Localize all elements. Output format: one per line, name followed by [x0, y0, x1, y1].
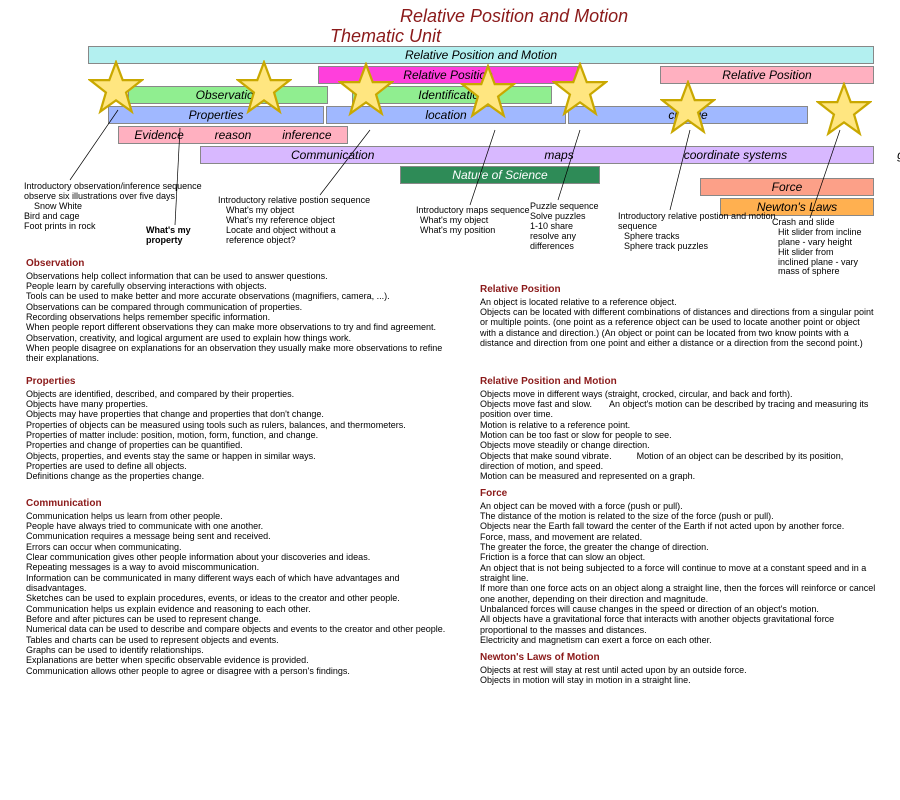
- section-relposmotion: Relative Position and Motion Objects mov…: [480, 376, 876, 482]
- section-force: Force An object can be moved with a forc…: [480, 488, 876, 645]
- star-icon: [338, 62, 394, 118]
- anno-crash: Crash and slide Hit slider from incline …: [772, 218, 892, 277]
- section-observation: Observation Observations help collect in…: [26, 258, 456, 364]
- bar-force: Force: [700, 178, 874, 196]
- main-title: Relative Position and Motion: [400, 6, 628, 27]
- star-icon: [552, 62, 608, 118]
- star-icon: [660, 80, 716, 136]
- anno-intro-motion: Introductory relative postion and motion…: [618, 212, 778, 252]
- anno-intro-obs: Introductory observation/inference seque…: [24, 182, 224, 231]
- section-properties: Properties Objects are identified, descr…: [26, 376, 456, 482]
- bar-communication: Communication maps coordinate systems gr…: [200, 146, 874, 164]
- star-icon: [236, 60, 292, 116]
- star-icon: [816, 82, 872, 138]
- star-icon: [88, 60, 144, 116]
- anno-my-property: What's my property: [146, 226, 216, 246]
- anno-puzzle: Puzzle sequence Solve puzzles 1-10 share…: [530, 202, 620, 251]
- section-communication: Communication Communication helps us lea…: [26, 498, 456, 676]
- bar-row1: Relative Position and Motion: [88, 46, 874, 64]
- bar-nature: Nature of Science: [400, 166, 600, 184]
- section-newton: Newton's Laws of Motion Objects at rest …: [480, 652, 876, 685]
- sub-title: Thematic Unit: [330, 26, 441, 47]
- anno-intro-relpos: Introductory relative postion sequence W…: [218, 196, 408, 245]
- bar-observation: Observation: [128, 86, 328, 104]
- section-relpos: Relative Position An object is located r…: [480, 284, 876, 348]
- bar-evidence: Evidencereasoninference: [118, 126, 348, 144]
- star-icon: [460, 64, 516, 120]
- anno-intro-maps: Introductory maps sequence What's my obj…: [416, 206, 536, 236]
